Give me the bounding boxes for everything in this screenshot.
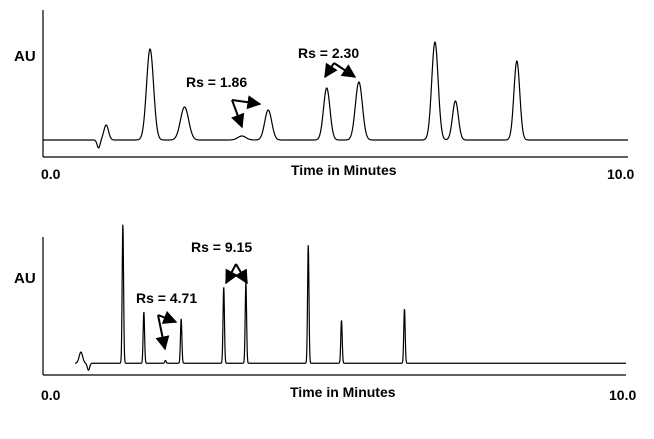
bottom-xtick-end: 10.0 (609, 387, 637, 403)
top-xtick-end: 10.0 (607, 166, 635, 182)
bottom-annotation-2: Rs = 9.15 (191, 239, 253, 255)
top-annotation-1: Rs = 1.86 (186, 74, 248, 90)
bottom-chromatogram-trace (74, 224, 626, 371)
top-annotation-2-arrows (324, 62, 357, 79)
top-xlabel: Time in Minutes (291, 162, 397, 178)
bottom-annotation-2-arrows (225, 263, 248, 285)
top-annotation-1-arrows (231, 95, 262, 129)
top-xtick-start: 0.0 (41, 166, 61, 182)
bottom-ylabel: AU (14, 270, 36, 287)
bottom-xtick-start: 0.0 (41, 387, 61, 403)
top-chromatogram-trace (43, 41, 628, 149)
bottom-annotation-1-arrows (155, 310, 178, 351)
top-annotation-2: Rs = 2.30 (298, 45, 360, 61)
bottom-xlabel: Time in Minutes (290, 384, 396, 400)
bottom-annotation-1: Rs = 4.71 (136, 290, 198, 306)
top-ylabel: AU (14, 48, 36, 65)
